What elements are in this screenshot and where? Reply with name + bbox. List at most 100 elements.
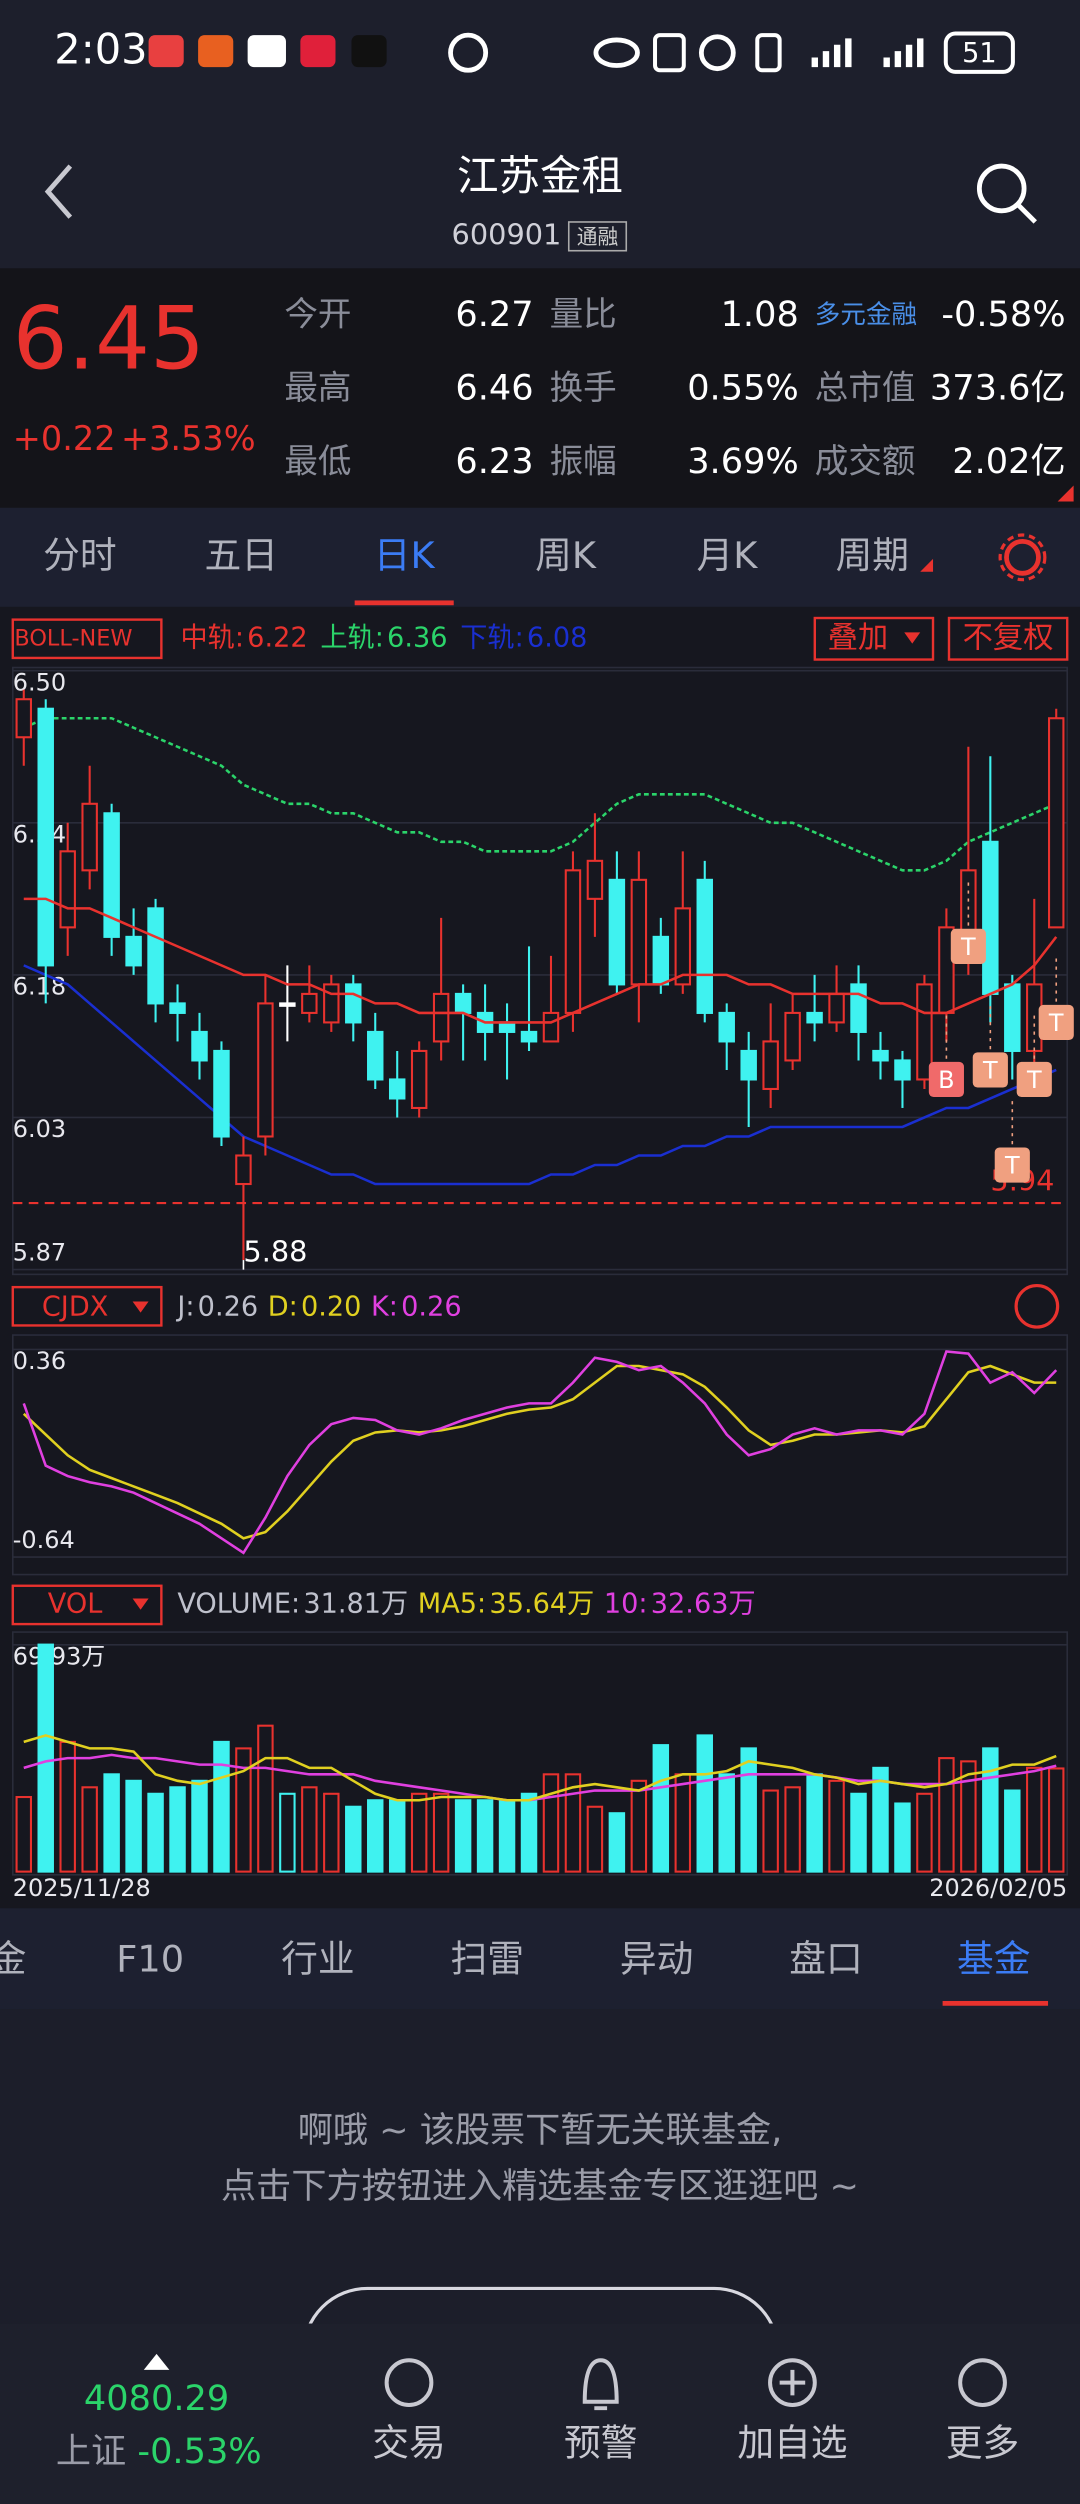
index-change: -0.53% (137, 2431, 261, 2472)
panel-frames (11, 666, 1069, 1876)
index-arrow (143, 2353, 170, 2370)
index-name: 上证 (56, 2431, 126, 2472)
bottom-tab[interactable]: 金 (0, 1938, 26, 1981)
volume-bar (762, 1789, 779, 1873)
field-value: 1.08 (721, 294, 799, 335)
bottom-tab[interactable]: 行业 (281, 1938, 354, 1981)
volume-bar (740, 1747, 757, 1873)
volume-bar (169, 1786, 186, 1873)
volume-bar (323, 1792, 340, 1873)
volume-bar (872, 1766, 889, 1873)
tab-underline (354, 600, 454, 606)
field-label: 最高 (284, 368, 351, 407)
settings-button[interactable] (998, 533, 1047, 582)
vol-indicator-arrow (132, 1598, 149, 1610)
price-tick-label: 6.03 (13, 1115, 66, 1143)
signal-box (950, 928, 986, 964)
volume-bar (1048, 1767, 1065, 1873)
candle-body (103, 812, 120, 938)
nav-item[interactable]: 更多 (946, 2421, 1019, 2464)
candle-body (608, 878, 626, 986)
volume-bar (960, 1760, 977, 1873)
legend-value: 6.22 (247, 622, 307, 653)
status-time: 2:03 (54, 25, 147, 74)
volume-bar (103, 1773, 120, 1873)
vol-indicator-box[interactable] (11, 1584, 163, 1626)
bottom-tab[interactable]: 基金 (957, 1938, 1030, 1981)
date-end: 2026/02/05 (929, 1874, 1067, 1902)
candle-body (718, 1011, 735, 1043)
bottom-tab[interactable]: 异动 (620, 1938, 693, 1981)
candle-body (982, 840, 999, 995)
tab[interactable]: 周K (535, 534, 597, 577)
tab[interactable]: 五日 (205, 534, 278, 577)
candle-body (652, 935, 670, 986)
signal-label: T (1026, 1066, 1042, 1094)
volume-bar (696, 1734, 713, 1873)
nav-bg (0, 2323, 1080, 2504)
field-label: 成交额 (815, 442, 916, 481)
volume-bar (1004, 1789, 1021, 1873)
candle-body (59, 850, 76, 929)
volume-bar (59, 1740, 76, 1873)
candle-body (828, 992, 845, 1024)
candle-body (454, 992, 472, 1014)
kdj-indicator-box[interactable] (11, 1285, 163, 1327)
signal-box (928, 1061, 964, 1098)
kdj-indicator-arrow (132, 1301, 149, 1313)
expand-button[interactable] (1014, 1283, 1060, 1329)
overlay-arrow (904, 632, 921, 644)
candle-body (367, 1030, 384, 1081)
volume-bar (850, 1792, 867, 1873)
tab[interactable]: 月K (697, 534, 759, 577)
field-value: 373.6亿 (930, 368, 1066, 409)
adjust-box[interactable] (947, 616, 1069, 661)
indicator-box[interactable] (11, 618, 163, 660)
nav-item[interactable]: 预警 (564, 2421, 637, 2464)
empty-message: 啊哦 ~ 该股票下暂无关联基金, (298, 2110, 783, 2151)
search-button[interactable] (976, 163, 1037, 224)
bottom-tab[interactable]: 盘口 (789, 1938, 862, 1981)
legend-value: 6.08 (527, 622, 587, 653)
candle-body (81, 802, 98, 872)
signal-box (1016, 1061, 1052, 1098)
kdj-tick-label: 0.36 (13, 1347, 66, 1375)
signal-box (1038, 1004, 1074, 1040)
volume-bar (191, 1779, 208, 1873)
candle-body (806, 1011, 823, 1024)
volume-bar (125, 1779, 142, 1873)
status-app-icons (148, 32, 924, 73)
volume-bar (674, 1773, 692, 1873)
field-value: 6.27 (455, 294, 533, 335)
bottom-tab[interactable]: 扫雷 (451, 1938, 524, 1981)
candle-body (169, 1002, 186, 1014)
back-button[interactable] (44, 164, 73, 219)
volume-bar (454, 1799, 472, 1873)
volume-bar (520, 1792, 538, 1873)
tab[interactable]: 日K (374, 534, 436, 577)
corner-mark (1057, 485, 1074, 502)
overlay-box[interactable] (813, 616, 935, 661)
candle-body (345, 983, 362, 1024)
tab[interactable]: 分时 (43, 534, 116, 577)
legend-value: 0.26 (198, 1291, 258, 1322)
candle-body (213, 1049, 230, 1138)
tab[interactable]: 周期 (836, 534, 909, 577)
candle-body (147, 907, 164, 1005)
kdj-indicator-name: CJDX (42, 1291, 108, 1322)
indicator-name: BOLL-NEW (14, 625, 132, 651)
volume-bar (828, 1779, 845, 1873)
tabs-bg (0, 507, 1080, 607)
volume-bar (542, 1773, 560, 1873)
last-price: 6.45 (13, 289, 205, 389)
volume-bar (718, 1773, 735, 1873)
legend-value: 32.63万 (651, 1588, 756, 1619)
bottom-tab[interactable]: F10 (116, 1938, 184, 1981)
nav-item[interactable]: 交易 (372, 2421, 445, 2464)
volume-bar (432, 1792, 450, 1873)
nav-item[interactable]: 加自选 (737, 2421, 847, 2464)
signal-label: T (1048, 1009, 1064, 1037)
field-value: 0.55% (687, 368, 799, 409)
period-arrow (920, 558, 934, 572)
